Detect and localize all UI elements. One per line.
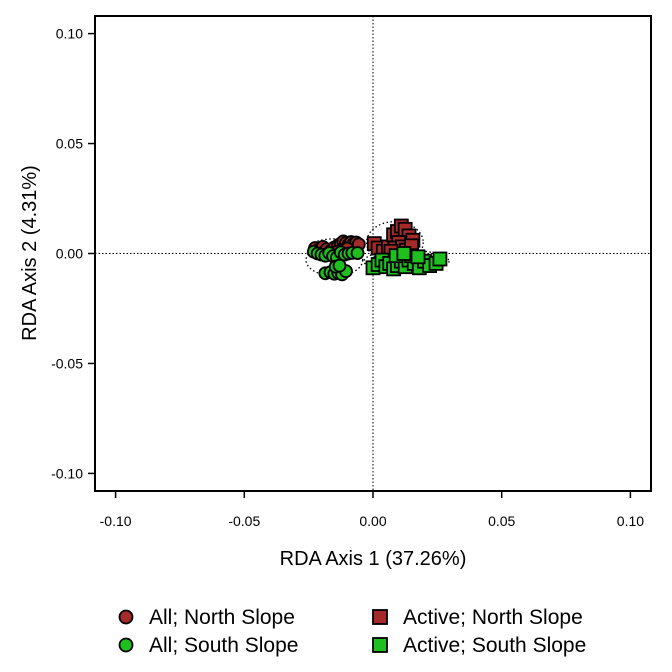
y-axis-title: RDA Axis 2 (4.31%)	[19, 165, 41, 341]
y-tick-label: -0.05	[51, 355, 83, 371]
x-axis-title: RDA Axis 1 (37.26%)	[280, 548, 467, 570]
x-tick-label: 0.10	[617, 513, 644, 529]
y-axis: 0.10 0.05 0.00 -0.05 -0.10	[51, 26, 95, 481]
y-tick-label: 0.05	[56, 136, 83, 152]
legend-marker	[118, 637, 134, 653]
data-points	[306, 218, 448, 282]
x-axis: -0.10 -0.05 0.00 0.05 0.10	[100, 491, 644, 529]
legend-item-active-north-slope: Active; North Slope	[372, 606, 583, 629]
y-tick-label: -0.10	[51, 465, 83, 481]
legend-label: All; North Slope	[149, 606, 295, 629]
y-tick-label: 0.10	[56, 26, 83, 42]
legend: All; North Slope Active; North Slope All; …	[118, 606, 586, 657]
legend-item-all-north-slope: All; North Slope	[118, 606, 295, 629]
legend-marker	[372, 637, 388, 653]
point-active-south-slope	[432, 251, 448, 267]
legend-label: Active; North Slope	[403, 606, 583, 629]
legend-label: Active; South Slope	[403, 634, 586, 657]
legend-item-all-south-slope: All; South Slope	[118, 634, 298, 657]
x-tick-label: -0.05	[228, 513, 260, 529]
legend-marker	[372, 609, 388, 625]
legend-label: All; South Slope	[149, 634, 298, 657]
point-active-south-slope	[396, 246, 412, 261]
x-tick-label: -0.10	[100, 513, 132, 529]
y-tick-label: 0.00	[56, 246, 83, 262]
x-tick-label: 0.05	[488, 513, 515, 529]
legend-marker	[118, 609, 134, 625]
x-tick-label: 0.00	[359, 513, 386, 529]
ellipse-all-south-slope	[305, 243, 364, 277]
point-all-south-slope	[350, 246, 365, 260]
point-all-south-slope	[332, 258, 347, 273]
point-active-south-slope	[410, 249, 426, 265]
legend-item-active-south-slope: Active; South Slope	[372, 634, 586, 657]
